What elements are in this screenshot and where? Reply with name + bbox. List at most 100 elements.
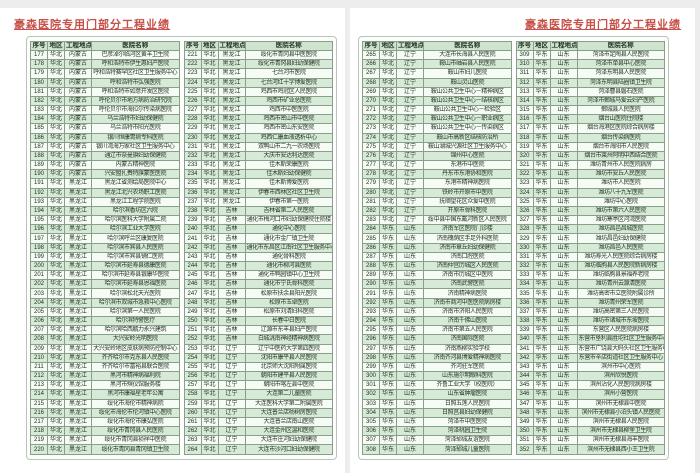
cell-hospital: 鸡西市中医医院 bbox=[244, 105, 333, 116]
cell-hospital: 菏泽曹县磐石医院 bbox=[576, 86, 665, 97]
cell-hospital: 绥中县中国东戴河新区人民医院 bbox=[423, 215, 512, 226]
cell-hospital: 大连金州区温和医院 bbox=[244, 426, 333, 437]
cell-region: 华北 bbox=[200, 315, 219, 327]
cell-region: 华北 bbox=[200, 242, 219, 253]
cell-serial: 333 bbox=[515, 270, 534, 281]
table-row: 307 华东 山东 菏泽郓城友谊医院 bbox=[362, 435, 512, 446]
page-right: 豪森医院专用门部分工程业绩 序号 地区 工程地点 医院名称 265 华北 辽宁 大连市长海县… bbox=[350, 8, 695, 473]
cell-hospital: 黑河市殡仪馆服务楼 bbox=[91, 380, 180, 391]
cell-location: 黑龙江 bbox=[64, 416, 92, 428]
cell-region: 华北 bbox=[47, 205, 65, 217]
table-row: 206 华北 黑龙江 哈尔滨特警医疗 bbox=[30, 315, 180, 327]
cell-serial: 237 bbox=[183, 196, 202, 207]
table-row: 251 华北 吉林 辽源市东丰县妇产医院 bbox=[183, 325, 333, 336]
cell-serial: 205 bbox=[30, 306, 48, 317]
cell-serial: 245 bbox=[183, 270, 202, 281]
table-row: 318 华东 山东 烟台传染病医院 bbox=[515, 132, 665, 143]
cell-location: 吉林 bbox=[217, 224, 246, 235]
table-row: 309 华东 山东 菏泽市定陶县人民医院 bbox=[515, 49, 665, 61]
cell-serial: 179 bbox=[30, 68, 48, 79]
cell-hospital: 绥化市青冈县青冈镇卫生院 bbox=[91, 444, 180, 455]
cell-hospital: 辽宁中医药大学第四医院 bbox=[244, 343, 333, 354]
cell-region: 华北 bbox=[200, 86, 219, 97]
cell-region: 华东 bbox=[532, 279, 551, 290]
cell-region: 华北 bbox=[379, 59, 397, 70]
cell-hospital: 松原市玉卓医院 bbox=[244, 297, 333, 308]
cell-hospital: 潍坊高密市立医院附属诊所 bbox=[576, 288, 665, 299]
cell-serial: 254 bbox=[183, 352, 202, 363]
projects-table-d: 序号 地区 工程地点 医院名称 309 华东 山东 菏泽市定陶县人民医院 310 华东 山东 菏泽市… bbox=[515, 41, 666, 455]
cell-serial: 292 bbox=[362, 297, 380, 308]
cell-location: 黑龙江 bbox=[217, 49, 246, 61]
cell-location: 山东 bbox=[396, 242, 424, 253]
cell-location: 山东 bbox=[549, 114, 578, 125]
cell-hospital: 齐齐哈尔市富裕县联合医院 bbox=[91, 361, 180, 373]
cell-region: 华东 bbox=[379, 426, 397, 437]
table-row: 217 华北 黑龙江 绥化市海伦市康弘医院 bbox=[30, 416, 180, 428]
table-header-row: 序号 地区 工程地点 医院名称 bbox=[362, 41, 512, 51]
cell-serial: 240 bbox=[183, 224, 202, 235]
cell-region: 华北 bbox=[200, 416, 219, 428]
cell-serial: 213 bbox=[30, 380, 48, 391]
cell-region: 华东 bbox=[532, 59, 551, 70]
cell-hospital: 菏泽东明县人民医院 bbox=[576, 68, 665, 79]
cell-hospital: 潍坊昌邑妇幼保健院 bbox=[576, 233, 665, 244]
cell-region: 华北 bbox=[200, 306, 219, 317]
cell-serial: 328 bbox=[515, 224, 534, 235]
cell-hospital: 济南国际医院 bbox=[423, 334, 512, 345]
table-row: 323 华东 山东 潍坊市人民医院 bbox=[515, 178, 665, 189]
cell-serial: 217 bbox=[30, 416, 48, 428]
cell-location: 山东 bbox=[549, 270, 578, 281]
cell-serial: 224 bbox=[183, 77, 202, 88]
table-row: 225 华北 黑龙江 鸡西市鸡冠区人民医院 bbox=[183, 86, 333, 97]
column-header: 地区 bbox=[47, 41, 65, 51]
cell-hospital: 绥化市青冈县祯祥中医院 bbox=[91, 435, 180, 446]
cell-hospital: 大连市长海县人民医院 bbox=[423, 49, 512, 61]
cell-location: 山东 bbox=[549, 86, 578, 97]
cell-serial: 350 bbox=[515, 426, 534, 437]
cell-location: 黑龙江 bbox=[217, 114, 246, 125]
cell-location: 辽宁 bbox=[217, 389, 246, 400]
table-row: 253 华北 辽宁 辽宁中医药大学第四医院 bbox=[183, 343, 333, 354]
cell-serial: 295 bbox=[362, 325, 380, 336]
table-row: 241 华北 吉林 通化市金厂镇卫生院 bbox=[183, 233, 333, 244]
column-header: 地区 bbox=[379, 41, 397, 51]
cell-region: 华北 bbox=[200, 114, 219, 125]
cell-location: 山东 bbox=[549, 132, 578, 143]
cell-hospital: 鸡西市鸡冠区人民医院 bbox=[244, 86, 333, 97]
cell-serial: 227 bbox=[183, 105, 202, 116]
table-row: 193 华北 黑龙江 黑龙江工程学院医院 bbox=[30, 196, 180, 207]
cell-serial: 291 bbox=[362, 288, 380, 299]
cell-region: 华东 bbox=[532, 123, 551, 134]
cell-location: 黑龙江 bbox=[217, 105, 246, 116]
cell-serial: 279 bbox=[362, 178, 380, 189]
table-row: 304 华东 山东 日照莒县妇幼保健院 bbox=[362, 407, 512, 418]
cell-serial: 203 bbox=[30, 288, 48, 299]
cell-hospital: 通化市梅河口市妇幼保健院住院楼 bbox=[244, 215, 333, 226]
table-row: 297 华东 山东 济南燕柳实验学校 bbox=[362, 343, 512, 354]
page-left-frame: 序号 地区 工程地点 医院名称 177 华北 内蒙古 巴彦淖尔临河区黄羊卫生院 178 华北 内蒙… bbox=[26, 36, 337, 460]
cell-location: 吉林 bbox=[217, 334, 246, 345]
cell-serial: 289 bbox=[362, 270, 380, 281]
cell-location: 黑龙江 bbox=[64, 306, 92, 317]
cell-serial: 306 bbox=[362, 426, 380, 437]
cell-hospital: 东港市中医院 bbox=[423, 160, 512, 171]
cell-region: 华北 bbox=[200, 371, 219, 382]
cell-hospital: 鞍山市妇儿医院 bbox=[423, 68, 512, 79]
table-row: 261 华北 辽宁 大连普兰店南山医院 bbox=[183, 416, 333, 428]
cell-hospital: 吉林省第二人民医院 bbox=[244, 205, 333, 217]
cell-serial: 233 bbox=[183, 160, 202, 171]
cell-location: 山东 bbox=[549, 105, 578, 116]
cell-serial: 226 bbox=[183, 95, 202, 107]
cell-region: 华东 bbox=[379, 380, 397, 391]
cell-location: 山东 bbox=[549, 371, 578, 382]
cell-hospital: 大连市沙河口妇幼保健院 bbox=[244, 444, 333, 455]
cell-location: 黑龙江 bbox=[64, 224, 92, 235]
table-row: 320 华东 山东 烟台市莱州阿明中西结合医院 bbox=[515, 150, 665, 162]
cell-serial: 234 bbox=[183, 169, 202, 180]
table-row: 280 华北 辽宁 铁岭市开原市中医院 bbox=[362, 187, 512, 198]
cell-location: 内蒙古 bbox=[64, 77, 92, 88]
cell-location: 辽宁 bbox=[217, 380, 246, 391]
cell-location: 辽宁 bbox=[396, 49, 424, 61]
cell-region: 华北 bbox=[47, 59, 65, 70]
